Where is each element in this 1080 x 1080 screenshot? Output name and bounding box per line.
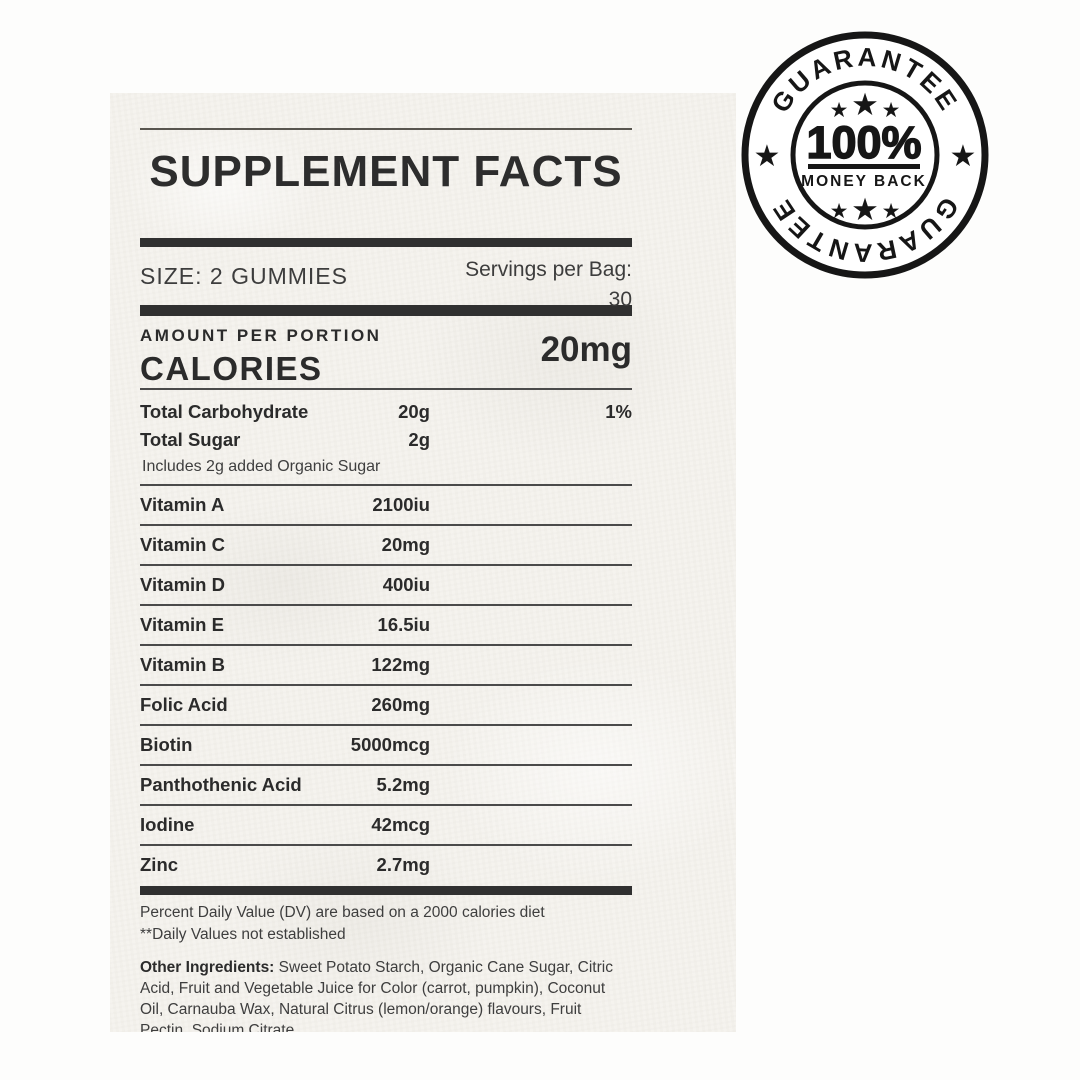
nutrient-amount: 2.7mg (376, 854, 430, 875)
nutrient-amount: 42mcg (371, 814, 430, 835)
calories-value: 20mg (540, 330, 632, 369)
nutrient-row: Zinc 2.7mg (140, 846, 632, 886)
page-title: SUPPLEMENT FACTS (149, 147, 623, 196)
star-icon: ★ (882, 98, 901, 122)
nutrient-name: Vitamin D (140, 574, 225, 595)
calories-section: AMOUNT PER PORTION CALORIES 20mg (140, 316, 632, 388)
nutrient-amount: 2100iu (372, 494, 430, 515)
other-ingredients-label: Other Ingredients: (140, 959, 275, 976)
nutrient-amount: 400iu (382, 574, 430, 595)
nutrient-row: Biotin 5000mcg (140, 726, 632, 766)
nutrient-name: Vitamin C (140, 534, 225, 555)
guarantee-badge: GUARANTEE GUARANTEE ★ ★ ★ ★ ★ 100% MONEY… (741, 31, 989, 279)
nutrient-row: Vitamin E 16.5iu (140, 606, 632, 646)
nutrient-daily-value: 1% (605, 401, 632, 422)
daily-value-disclaimer: **Daily Values not established (140, 925, 346, 943)
thin-divider (140, 388, 632, 390)
amount-per-portion-label: AMOUNT PER PORTION (140, 326, 382, 345)
thick-divider (140, 886, 632, 895)
badge-underline (808, 164, 920, 169)
star-icon: ★ (830, 98, 849, 122)
nutrient-row: Iodine 42mcg (140, 806, 632, 846)
nutrient-row: Vitamin A 2100iu (140, 486, 632, 526)
nutrient-name: Vitamin A (140, 494, 225, 515)
nutrient-amount: 2g (408, 429, 430, 450)
servings-per-bag-value: 30 (608, 288, 632, 311)
servings-per-bag: Servings per Bag: 30 (465, 255, 632, 315)
nutrient-name: Zinc (140, 854, 179, 875)
nutrient-row: Total Carbohydrate 20g 1% (140, 398, 632, 426)
nutrient-amount: 260mg (371, 694, 430, 715)
nutrient-name: Panthothenic Acid (140, 774, 302, 795)
macro-section: Total Carbohydrate 20g 1% Total Sugar 2g… (140, 390, 632, 486)
other-ingredients-text: Sweet Potato Starch, Organic Cane Sugar,… (140, 959, 613, 1032)
nutrient-amount: 16.5iu (377, 614, 430, 635)
nutrient-name: Total Carbohydrate (140, 401, 309, 422)
nutrient-name: Iodine (140, 814, 195, 835)
nutrient-table: Vitamin A 2100iu Vitamin C 20mg Vitamin … (140, 486, 632, 886)
other-ingredients: Other Ingredients: Sweet Potato Starch, … (140, 957, 632, 1032)
star-icon: ★ (882, 199, 901, 223)
badge-money-back-label: MONEY BACK (801, 173, 927, 190)
daily-value-note: Percent Daily Value (DV) are based on a … (140, 904, 545, 921)
nutrient-amount: 5000mcg (350, 734, 430, 755)
nutrient-name: Vitamin B (140, 654, 225, 675)
serving-size-row: SIZE: 2 GUMMIES Servings per Bag: 30 (140, 247, 632, 311)
calories-label: CALORIES (140, 350, 323, 387)
nutrient-name: Vitamin E (140, 614, 224, 635)
servings-per-bag-label: Servings per Bag: (465, 258, 632, 281)
thick-divider (140, 238, 632, 247)
supplement-label: SUPPLEMENT FACTS SIZE: 2 GUMMIES Serving… (110, 93, 736, 1032)
star-icon: ★ (830, 199, 849, 223)
badge-inner-ring (790, 80, 940, 230)
nutrient-row: Vitamin D 400iu (140, 566, 632, 606)
nutrient-row: Panthothenic Acid 5.2mg (140, 766, 632, 806)
nutrient-row: Total Sugar 2g (140, 426, 632, 454)
star-icon: ★ (851, 87, 879, 123)
star-icon: ★ (851, 192, 879, 228)
thick-divider (140, 305, 632, 316)
nutrient-row: Vitamin C 20mg (140, 526, 632, 566)
added-sugar-note: Includes 2g added Organic Sugar (142, 458, 381, 475)
badge-percent-value: 100% (806, 117, 921, 168)
nutrient-name: Total Sugar (140, 429, 241, 450)
star-icon: ★ (754, 139, 781, 174)
star-icon: ★ (950, 139, 977, 174)
serving-size: SIZE: 2 GUMMIES (140, 263, 348, 289)
nutrient-row: Vitamin B 122mg (140, 646, 632, 686)
nutrient-amount: 20g (398, 401, 430, 422)
footnotes: Percent Daily Value (DV) are based on a … (140, 902, 632, 945)
top-divider (140, 128, 632, 130)
nutrient-amount: 20mg (381, 534, 430, 555)
nutrient-name: Biotin (140, 734, 193, 755)
nutrient-amount: 122mg (371, 654, 430, 675)
nutrient-amount: 5.2mg (376, 774, 430, 795)
nutrient-row: Folic Acid 260mg (140, 686, 632, 726)
nutrient-name: Folic Acid (140, 694, 228, 715)
